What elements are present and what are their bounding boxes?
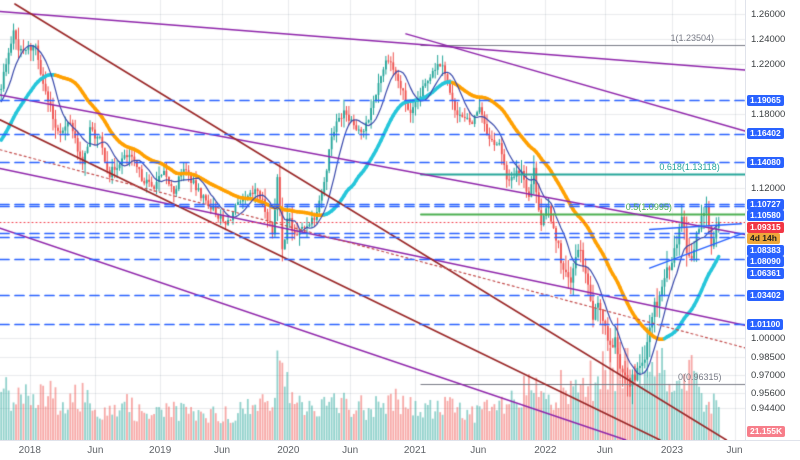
time-axis-label: Jun bbox=[213, 445, 231, 456]
price-level-tag: 1.08383 bbox=[747, 244, 784, 256]
price-tick-label: 1.22000 bbox=[751, 58, 786, 70]
price-axis[interactable]: 1.26000 1.24000 1.22000 1.18000 1.12000 1.000… bbox=[745, 0, 800, 440]
time-axis-label: Jun bbox=[470, 445, 487, 456]
time-axis-label: 2018 bbox=[18, 445, 41, 456]
time-axis-label: 2020 bbox=[277, 445, 300, 456]
price-level-tag: 1.10580 bbox=[747, 210, 784, 222]
price-tick-label: 1.00000 bbox=[751, 332, 786, 344]
price-tick-label: 0.98500 bbox=[751, 351, 786, 363]
price-level-tag: 1.14080 bbox=[747, 156, 784, 168]
bar-countdown-tag: 4d 14h bbox=[747, 233, 780, 245]
price-level-tag: 1.19065 bbox=[747, 94, 784, 106]
price-tick-label: 1.18000 bbox=[751, 108, 786, 120]
price-level-tag: 1.06361 bbox=[747, 267, 784, 279]
price-level-tag: 1.08090 bbox=[747, 256, 784, 268]
time-axis[interactable]: 2018 Jun 2019 Jun 2020 Jun 2021 Jun 2022 Jun 2023 J… bbox=[0, 440, 800, 460]
price-level-tag: 1.16402 bbox=[747, 128, 784, 140]
time-axis-label: 2022 bbox=[534, 445, 557, 456]
time-axis-label: 2023 bbox=[660, 445, 684, 456]
price-chart-canvas[interactable] bbox=[0, 0, 745, 440]
price-level-tag: 1.01100 bbox=[747, 318, 784, 330]
price-tick-label: 0.95600 bbox=[751, 387, 786, 399]
time-axis-label: 2021 bbox=[403, 445, 427, 456]
volume-tag: 21.155K bbox=[747, 426, 786, 437]
price-tick-label: 0.97000 bbox=[751, 370, 786, 382]
time-axis-label: Jun bbox=[596, 445, 613, 456]
time-axis-label: Jun bbox=[726, 445, 743, 456]
price-tick-label: 1.26000 bbox=[751, 8, 786, 20]
time-axis-label: Jun bbox=[87, 445, 104, 456]
price-level-tag: 1.10727 bbox=[747, 198, 784, 210]
current-price-tag: 1.09315 bbox=[747, 221, 784, 233]
price-tick-label: 1.12000 bbox=[751, 183, 786, 195]
time-axis-label: 2019 bbox=[149, 445, 172, 456]
price-tick-label: 1.24000 bbox=[751, 33, 786, 45]
time-axis-label: Jun bbox=[342, 445, 359, 456]
price-tick-label: 0.94400 bbox=[751, 402, 786, 414]
price-level-tag: 1.03402 bbox=[747, 289, 784, 301]
